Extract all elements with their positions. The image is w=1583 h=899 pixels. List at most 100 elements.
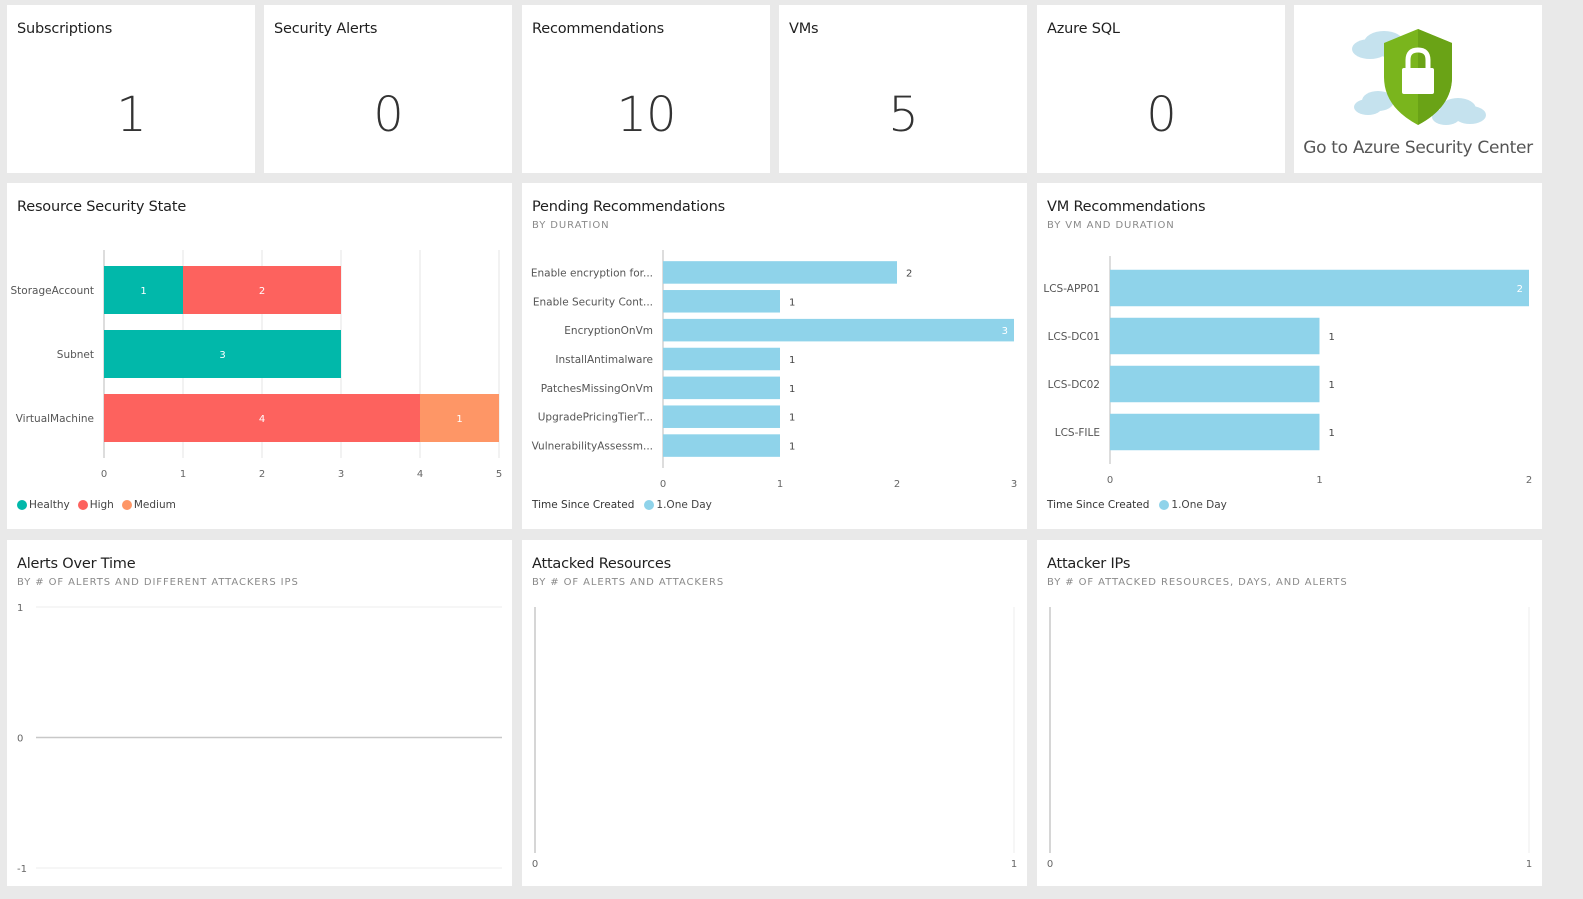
chart-title: Attacked Resources — [532, 556, 671, 572]
cloud-bottom-left-icon — [1354, 91, 1394, 115]
alerts-over-time-chart: 1 0 -1 — [17, 603, 502, 875]
legend-dot-one-day — [644, 500, 655, 510]
bar — [663, 290, 780, 313]
kpi-value: 1 — [116, 87, 147, 143]
data-label: 1 — [789, 384, 795, 395]
data-label: 2 — [906, 268, 912, 279]
data-label: 1 — [789, 297, 795, 308]
x-tick-label: 1 — [180, 469, 186, 480]
data-label: 1 — [140, 286, 146, 297]
bar — [1110, 365, 1320, 403]
kpi-title: Azure SQL — [1047, 21, 1120, 37]
vm-recommendations-chart: 0 1 2 LCS-APP01 2 LCS-DC01 1 LCS-DC02 1 LCS-FILE 1 — [1043, 256, 1532, 486]
kpi-tile-azure-sql[interactable]: Azure SQL 0 — [1037, 5, 1285, 173]
legend-label: 1.One Day — [656, 499, 712, 511]
x-tick-label: 1 — [1011, 859, 1017, 870]
chart-title: VM Recommendations — [1047, 199, 1206, 215]
y-tick-label: 1 — [17, 603, 23, 614]
bar — [420, 394, 499, 442]
category-label: UpgradePricingTierT... — [538, 412, 653, 424]
data-label: 3 — [219, 350, 225, 361]
category-label: Subnet — [57, 349, 94, 361]
vm-recommendations-tile[interactable]: VM Recommendations BY VM AND DURATION 0 1… — [1037, 183, 1542, 529]
bar — [104, 266, 183, 314]
data-label: 2 — [1517, 284, 1523, 295]
data-label: 1 — [789, 442, 795, 453]
security-center-link[interactable]: Go to Azure Security Center — [1303, 138, 1533, 158]
category-label: LCS-FILE — [1055, 427, 1100, 439]
shield-lock-icon — [1352, 29, 1486, 125]
x-tick-label: 1 — [1526, 859, 1532, 870]
data-label: 1 — [789, 355, 795, 366]
kpi-value: 10 — [616, 87, 676, 143]
chart-subtitle: BY # OF ALERTS AND ATTACKERS — [532, 577, 725, 588]
x-tick-label: 1 — [777, 479, 783, 490]
data-label: 1 — [1329, 332, 1335, 343]
legend-label: Healthy — [29, 499, 70, 511]
chart-legend: Time Since Created 1.One Day — [532, 499, 720, 511]
bar — [663, 261, 897, 284]
alerts-over-time-tile[interactable]: Alerts Over Time BY # OF ALERTS AND DIFF… — [7, 540, 512, 886]
bar — [1110, 269, 1529, 307]
x-tick-label: 2 — [1526, 475, 1532, 486]
chart-title: Alerts Over Time — [17, 556, 136, 572]
bar — [663, 318, 1014, 342]
chart-legend: Time Since Created 1.One Day — [1047, 499, 1235, 511]
data-label: 1 — [456, 414, 462, 425]
category-label: InstallAntimalware — [555, 354, 653, 366]
bar — [663, 347, 780, 371]
bar — [663, 434, 780, 457]
legend-title: Time Since Created — [1047, 499, 1150, 511]
data-label: 1 — [1329, 380, 1335, 391]
category-label: Enable encryption for... — [531, 267, 653, 279]
legend-label: Medium — [133, 499, 176, 511]
chart-subtitle: BY DURATION — [532, 220, 610, 231]
legend-dot-high — [77, 500, 88, 510]
legend-dot-one-day — [1159, 500, 1170, 510]
bar — [104, 330, 341, 378]
cloud-right-icon — [1432, 98, 1486, 125]
x-tick-label: 2 — [259, 469, 265, 480]
attacker-ips-tile[interactable]: Attacker IPs BY # OF ATTACKED RESOURCES,… — [1037, 540, 1542, 886]
resource-security-state-tile[interactable]: Resource Security State 0 1 2 3 4 5 StorageAcc… — [7, 183, 512, 529]
pending-recommendations-tile[interactable]: Pending Recommendations BY DURATION 0 1 2 3… — [522, 183, 1027, 529]
kpi-tile-vms[interactable]: VMs 5 — [779, 5, 1027, 173]
kpi-title: Recommendations — [532, 21, 664, 37]
chart-subtitle: BY VM AND DURATION — [1047, 220, 1175, 231]
bar — [663, 405, 780, 428]
kpi-tile-recommendations[interactable]: Recommendations 10 — [522, 5, 770, 173]
data-label: 1 — [1329, 428, 1335, 439]
bar — [663, 376, 780, 400]
kpi-value: 0 — [1146, 87, 1177, 143]
kpi-value: 5 — [888, 87, 919, 143]
data-label: 1 — [789, 413, 795, 424]
data-label: 4 — [259, 414, 265, 425]
legend-label: High — [89, 499, 114, 511]
category-label: LCS-DC01 — [1048, 331, 1100, 343]
category-label: PatchesMissingOnVm — [541, 383, 653, 395]
chart-subtitle: BY # OF ALERTS AND DIFFERENT ATTACKERS I… — [17, 577, 299, 588]
legend-title: Time Since Created — [532, 499, 635, 511]
x-tick-label: 0 — [660, 479, 666, 490]
security-center-tile[interactable]: Go to Azure Security Center — [1294, 5, 1542, 173]
data-label: 3 — [1002, 326, 1008, 337]
x-tick-label: 0 — [101, 469, 107, 480]
legend-dot-medium — [121, 500, 132, 510]
y-tick-label: 0 — [17, 734, 23, 745]
chart-legend: Healthy High Medium — [17, 499, 184, 511]
pending-recommendations-chart: 0 1 2 3 Enable encryption for... 2 Enable Secu… — [531, 250, 1017, 490]
kpi-tile-subscriptions[interactable]: Subscriptions 1 — [7, 5, 255, 173]
category-label: EncryptionOnVm — [564, 325, 653, 337]
category-label: LCS-DC02 — [1048, 379, 1100, 391]
data-label: 2 — [259, 286, 265, 297]
chart-title: Resource Security State — [17, 199, 187, 215]
kpi-tile-security-alerts[interactable]: Security Alerts 0 — [264, 5, 512, 173]
resource-security-state-chart: 0 1 2 3 4 5 StorageAccount 1 2 Subnet 3 VirtualMach… — [11, 250, 502, 480]
kpi-title: Subscriptions — [17, 21, 113, 37]
x-tick-label: 5 — [496, 469, 502, 480]
category-label: VirtualMachine — [16, 413, 94, 425]
attacked-resources-tile[interactable]: Attacked Resources BY # OF ALERTS AND AT… — [522, 540, 1027, 886]
x-tick-label: 1 — [1316, 475, 1322, 486]
